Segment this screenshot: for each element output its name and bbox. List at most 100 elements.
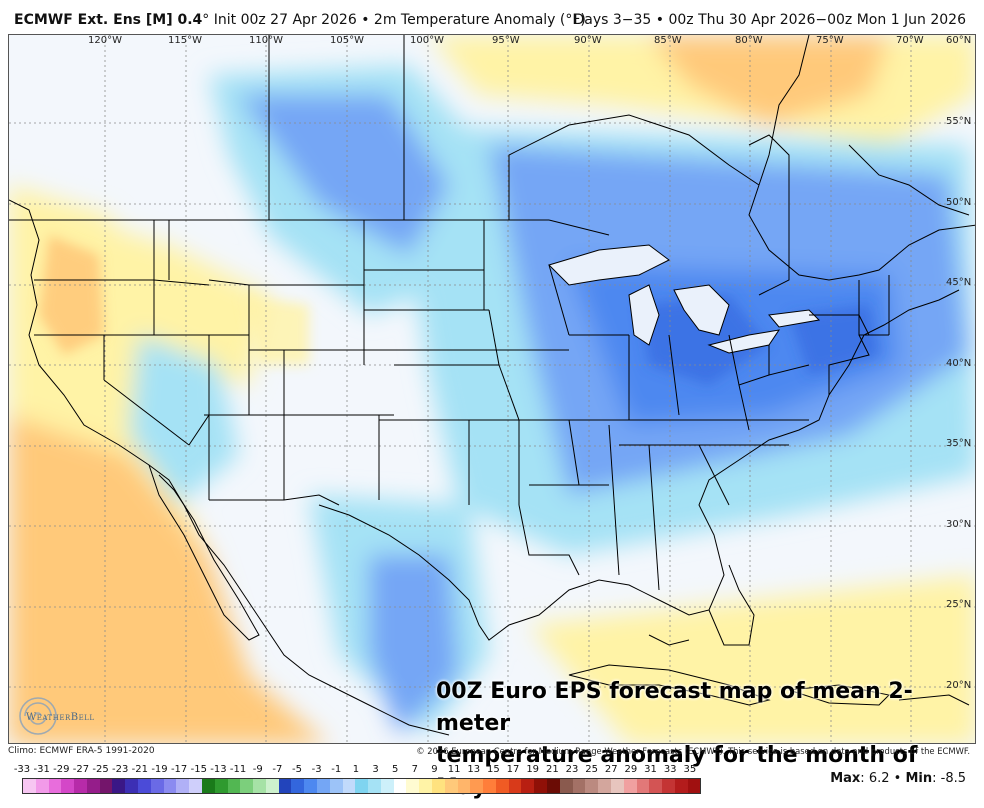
legend-swatch: [393, 779, 407, 793]
legend-tick-label: -23: [112, 764, 129, 775]
legend-swatch: [214, 779, 228, 793]
min-label: Min: [905, 771, 933, 786]
logo-text: WeatherBell: [26, 712, 95, 723]
caption-line-1: 00Z Euro EPS forecast map of mean 2-mete…: [436, 679, 913, 736]
legend-swatch: [329, 779, 343, 793]
legend-tick-label: -31: [33, 764, 50, 775]
legend-tick-label: -1: [331, 764, 342, 775]
legend-swatch: [342, 779, 356, 793]
product-name: ECMWF Ext. Ens [M] 0.4: [14, 12, 203, 28]
legend-tick-label: -29: [53, 764, 70, 775]
legend-tick-label: -21: [131, 764, 149, 775]
legend-swatch: [674, 779, 688, 793]
legend-swatch: [559, 779, 573, 793]
coastlines: [9, 144, 975, 736]
legend-tick-label: -3: [311, 764, 322, 775]
lon-label-2: 110°W: [249, 35, 283, 46]
legend-swatch: [291, 779, 305, 793]
legend-swatch: [176, 779, 190, 793]
legend-tick-label: -17: [170, 764, 188, 775]
legend-swatch: [201, 779, 215, 793]
legend-labels: -33 -31 -29 -27 -25 -23 -21 -19 -17 -15 -13 -11 -9 -7…: [14, 764, 714, 778]
init-time: Init 00z 27 Apr 2026: [213, 12, 357, 28]
great-lakes: [548, 244, 821, 354]
legend-swatch: [572, 779, 586, 793]
legend-tick-label: 13: [467, 764, 481, 775]
legend-tick-label: -13: [210, 764, 227, 775]
min-value: -8.5: [940, 771, 966, 786]
legend-tick-label: -27: [72, 764, 90, 775]
legend-swatch: [265, 779, 279, 793]
legend-tick-label: -15: [190, 764, 207, 775]
variable-name: 2m Temperature Anomaly (°F): [373, 12, 586, 28]
legend-tick-label: 5: [392, 764, 399, 775]
legend-swatch: [495, 779, 509, 793]
legend-tick-label: 9: [431, 764, 438, 775]
legend-swatch: [368, 779, 381, 793]
legend-tick-label: 21: [545, 764, 559, 775]
legend-swatch: [125, 779, 139, 793]
legend-tick-label: 27: [604, 764, 618, 775]
lon-label-7: 85°W: [654, 35, 682, 46]
legend-tick-label: 29: [624, 764, 638, 775]
legend-tick-label: -9: [252, 764, 263, 775]
lon-label-4: 100°W: [410, 35, 444, 46]
legend-swatch: [483, 779, 496, 793]
legend-tick-label: 19: [526, 764, 540, 775]
legend-swatch: [74, 779, 87, 793]
legend-swatch: [253, 779, 266, 793]
lon-label-0: 120°W: [88, 35, 122, 46]
climo-note: Climo: ECMWF ERA-5 1991-2020: [8, 746, 155, 756]
legend-swatch: [585, 779, 599, 793]
legend-swatch: [227, 779, 241, 793]
forecast-map: [8, 34, 976, 744]
legend-swatch: [470, 779, 484, 793]
lon-label-5: 95°W: [492, 35, 520, 46]
legend-swatch: [138, 779, 151, 793]
lat-label-6: 30°N: [946, 519, 972, 530]
legend-swatch: [534, 779, 548, 793]
legend-tick-label: -25: [92, 764, 109, 775]
legend-tick-label: -5: [291, 764, 302, 775]
legend-tick-label: 15: [487, 764, 500, 775]
legend-tick-label: 35: [683, 764, 697, 775]
lat-label-7: 25°N: [946, 599, 972, 610]
legend-swatch: [99, 779, 113, 793]
copyright-note: © 2026 European Centre for Medium-Range …: [416, 746, 970, 756]
legend-swatch: [163, 779, 177, 793]
lat-label-5: 35°N: [946, 438, 972, 449]
legend-tick-label: 11: [447, 764, 461, 775]
legend-tick-label: 23: [565, 764, 579, 775]
legend-tick-label: 33: [663, 764, 677, 775]
valid-period: Days 3−35 • 00z Thu 30 Apr 2026−00z Mon …: [573, 12, 966, 28]
lon-label-3: 105°W: [330, 35, 364, 46]
legend-swatch: [521, 779, 535, 793]
max-label: Max: [830, 771, 861, 786]
legend-swatch: [547, 779, 560, 793]
lat-label-3: 45°N: [946, 277, 972, 288]
lat-label-8: 20°N: [946, 680, 972, 691]
header: ECMWF Ext. Ens [M] 0.4° Init 00z 27 Apr …: [0, 0, 984, 34]
lon-label-1: 115°W: [168, 35, 202, 46]
lat-label-1: 55°N: [946, 116, 972, 127]
legend-swatch: [406, 779, 420, 793]
legend-swatch: [380, 779, 394, 793]
canada-provinces: [268, 35, 810, 220]
legend-swatch: [86, 779, 100, 793]
legend-swatch: [687, 779, 701, 793]
map-title: ECMWF Ext. Ens [M] 0.4° Init 00z 27 Apr …: [14, 12, 586, 28]
color-legend: -33 -31 -29 -27 -25 -23 -21 -19 -17 -15 -13 -11 -9 -7…: [14, 764, 714, 798]
lat-label-4: 40°N: [946, 358, 972, 369]
legend-swatch: [598, 779, 611, 793]
legend-swatch: [444, 779, 458, 793]
legend-tick-label: 1: [352, 764, 360, 775]
legend-swatch: [150, 779, 164, 793]
legend-swatch: [189, 779, 202, 793]
weatherbell-logo: [14, 692, 104, 740]
stats-separator: •: [893, 771, 902, 786]
lon-label-9: 75°W: [816, 35, 844, 46]
legend-tick-label: -7: [272, 764, 283, 775]
max-min-stats: Max: 6.2 • Min: -8.5: [830, 771, 966, 786]
legend-tick-label: -33: [13, 764, 31, 775]
legend-swatch: [35, 779, 49, 793]
